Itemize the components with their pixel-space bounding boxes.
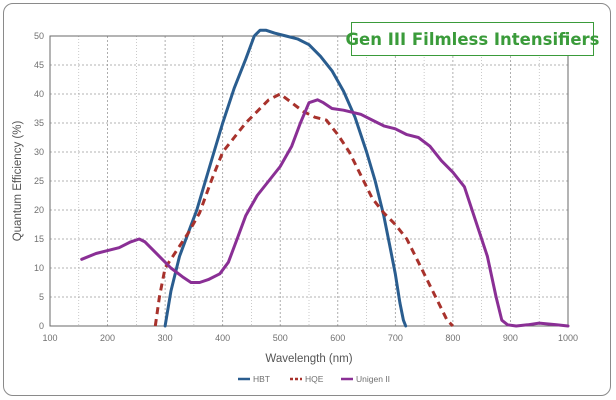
x-tick-label: 300 bbox=[158, 333, 173, 343]
title-box: Gen III Filmless Intensifiers bbox=[346, 22, 599, 56]
grid bbox=[50, 36, 568, 326]
y-axis-label: Quantum Efficiency (%) bbox=[12, 121, 24, 242]
series-line-unigen-ii bbox=[80, 98, 570, 328]
y-tick-label: 45 bbox=[34, 60, 44, 70]
legend-label: Unigen II bbox=[356, 374, 390, 384]
y-tick-label: 15 bbox=[34, 234, 44, 244]
series-line-hbt bbox=[163, 28, 408, 328]
y-tick-label: 0 bbox=[39, 321, 44, 331]
x-tick-label: 200 bbox=[100, 333, 115, 343]
y-tick-label: 30 bbox=[34, 147, 44, 157]
series-line-hqe bbox=[153, 92, 454, 328]
x-tick-label: 900 bbox=[503, 333, 518, 343]
y-tick-label: 10 bbox=[34, 263, 44, 273]
y-tick-label: 25 bbox=[34, 176, 44, 186]
chart-frame bbox=[3, 3, 611, 396]
x-axis-label: Wavelength (nm) bbox=[265, 353, 352, 365]
x-tick-label: 500 bbox=[273, 333, 288, 343]
legend: HBT HQE Unigen II bbox=[238, 374, 390, 384]
legend-label: HQE bbox=[305, 374, 324, 384]
legend-label: HBT bbox=[253, 374, 270, 384]
chart-title: Gen III Filmless Intensifiers bbox=[345, 29, 600, 49]
y-tick-label: 5 bbox=[39, 292, 44, 302]
x-tick-label: 600 bbox=[330, 333, 345, 343]
tick-labels: 100 200 300 400 500 600 700 800 900 1000 0 5 10 15 20 2… bbox=[34, 31, 578, 343]
plot-border bbox=[49, 35, 569, 327]
x-tick-label: 700 bbox=[388, 333, 403, 343]
x-tick-label: 400 bbox=[215, 333, 230, 343]
y-tick-label: 50 bbox=[34, 31, 44, 41]
x-tick-label: 800 bbox=[445, 333, 460, 343]
x-tick-label: 1000 bbox=[558, 333, 578, 343]
x-tick-label: 100 bbox=[42, 333, 57, 343]
y-tick-label: 20 bbox=[34, 205, 44, 215]
y-tick-label: 40 bbox=[34, 89, 44, 99]
y-tick-label: 35 bbox=[34, 118, 44, 128]
series-lines bbox=[80, 28, 570, 328]
